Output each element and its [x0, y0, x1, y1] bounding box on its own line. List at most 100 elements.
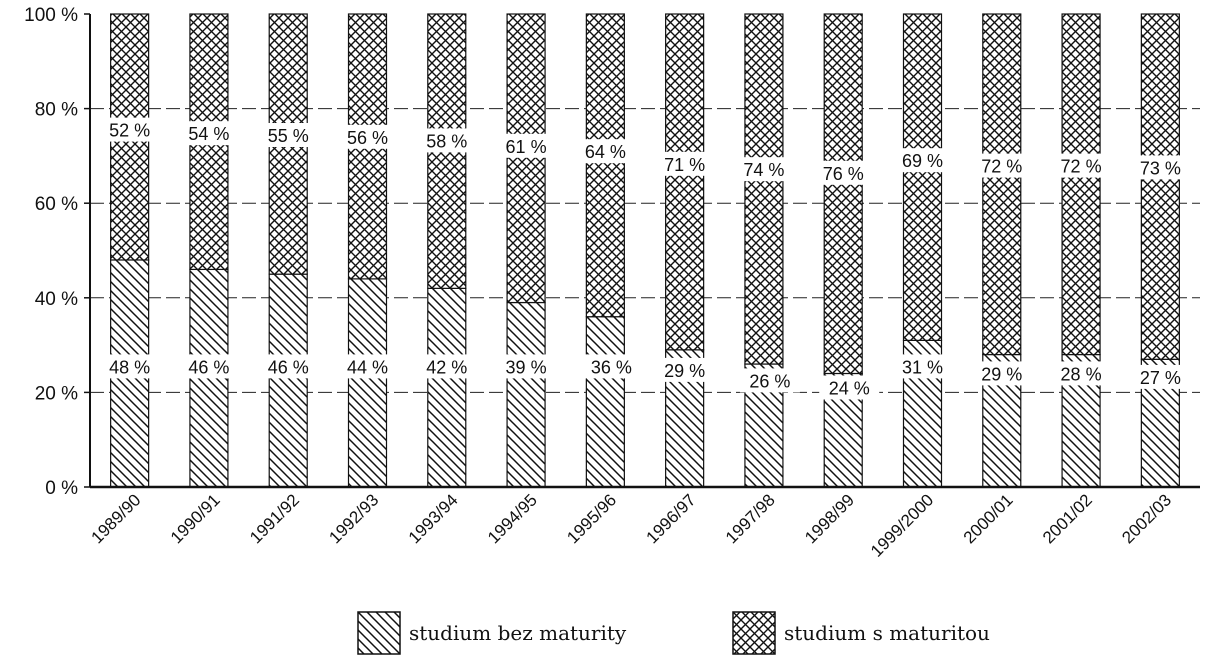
x-tick-label: 1993/94	[405, 490, 462, 547]
data-label-bez-maturity: 29 %	[664, 361, 705, 381]
data-label-bez-maturity: 44 %	[347, 357, 388, 377]
data-label-bez-maturity: 27 %	[1140, 368, 1181, 388]
data-label-bg	[654, 357, 715, 382]
x-tick-label: 1997/98	[722, 490, 779, 547]
stacked-bar-chart: 0 %20 %40 %60 %80 %100 % 1989/90 1990/91 1…	[24, 5, 1200, 561]
data-label-bg	[416, 354, 477, 379]
data-label-bg	[971, 361, 1032, 386]
data-label-bez-maturity: 28 %	[1061, 364, 1102, 384]
data-label-s-maturitou: 73 %	[1140, 158, 1181, 178]
x-tick-label: 1990/91	[167, 490, 224, 547]
data-label-s-maturitou: 74 %	[743, 160, 784, 180]
data-label-bez-maturity: 46 %	[268, 357, 309, 377]
data-label-bg	[416, 128, 477, 153]
data-label-bg	[1130, 155, 1191, 180]
data-label-bg	[337, 354, 398, 379]
data-label-bg	[733, 157, 794, 182]
data-label-bg	[496, 354, 557, 379]
data-label-bg	[739, 368, 800, 393]
x-axis-ticks: 1989/90 1990/91 1991/92 1992/93 1993/94 1994/…	[88, 490, 1176, 560]
data-label-bez-maturity: 26 %	[749, 371, 790, 391]
data-labels: 48 % 52 % 46 % 54 % 46 % 55 % 44 % 56 % 42 % 58 %…	[99, 117, 1191, 400]
data-label-s-maturitou: 54 %	[188, 124, 229, 144]
data-label-bg	[99, 354, 160, 379]
bar-segment-s-maturitou	[665, 13, 705, 351]
axes	[84, 13, 1200, 489]
legend-label-s-maturitou: studium s maturitou	[784, 621, 990, 645]
gridlines	[90, 108, 1200, 393]
legend-item-s-maturitou: studium s maturitou	[732, 611, 990, 655]
data-label-bez-maturity: 36 %	[591, 357, 632, 377]
data-label-s-maturitou: 72 %	[1061, 157, 1102, 177]
data-label-s-maturitou: 58 %	[426, 131, 467, 151]
x-tick-label: 1999/2000	[867, 490, 937, 560]
data-label-bg	[575, 139, 636, 164]
bar-segment-bez-maturity	[585, 316, 625, 488]
x-tick-label: 2002/03	[1118, 490, 1175, 547]
data-label-s-maturitou: 61 %	[506, 137, 547, 157]
data-label-s-maturitou: 71 %	[664, 155, 705, 175]
cross-hatch-swatch-icon	[732, 611, 776, 655]
y-tick-label: 0 %	[45, 478, 78, 499]
data-label-bez-maturity: 48 %	[109, 357, 150, 377]
data-label-bg	[99, 117, 160, 142]
y-axis-ticks: 0 % 20 % 40 % 60 % 80 % 100 %	[24, 5, 78, 499]
bar-segment-s-maturitou	[506, 13, 546, 304]
bars	[110, 13, 1180, 488]
data-label-bez-maturity: 24 %	[829, 378, 870, 398]
data-label-bez-maturity: 29 %	[981, 364, 1022, 384]
x-tick-label: 1998/99	[801, 490, 858, 547]
bar-segment-s-maturitou	[902, 13, 943, 341]
data-label-bg	[581, 354, 642, 379]
bar-segment-s-maturitou	[1140, 13, 1180, 360]
data-label-bg	[654, 151, 715, 176]
x-tick-label: 1996/97	[643, 490, 700, 547]
data-label-bg	[178, 354, 239, 379]
bar-segment-s-maturitou	[982, 13, 1022, 356]
legend: studium bez maturity studium s maturitou	[0, 611, 1210, 655]
data-label-bg	[1051, 361, 1112, 386]
x-tick-label: 2001/02	[1039, 490, 1096, 547]
bar-segment-s-maturitou	[744, 13, 784, 365]
x-tick-label: 1992/93	[325, 490, 382, 547]
y-tick-label: 20 %	[35, 383, 78, 404]
bar-segment-s-maturitou	[1061, 13, 1101, 356]
legend-item-bez-maturity: studium bez maturity	[357, 611, 626, 655]
data-label-bg	[178, 121, 239, 146]
data-label-s-maturitou: 55 %	[268, 126, 309, 146]
data-label-bg	[1051, 153, 1112, 178]
data-label-bg	[892, 148, 953, 173]
data-label-bez-maturity: 42 %	[426, 357, 467, 377]
data-label-bez-maturity: 31 %	[902, 357, 943, 377]
bar-segment-bez-maturity	[427, 287, 467, 488]
y-tick-label: 100 %	[24, 5, 78, 26]
data-label-bez-maturity: 46 %	[188, 357, 229, 377]
bar-segment-bez-maturity	[268, 273, 308, 488]
data-label-bg	[496, 133, 557, 158]
x-tick-label: 1991/92	[246, 490, 303, 547]
diagonal-hatch-swatch-icon	[357, 611, 401, 655]
bar-segment-bez-maturity	[347, 278, 388, 488]
data-label-bg	[1130, 364, 1191, 389]
data-label-bg	[258, 123, 319, 147]
data-label-bg	[892, 354, 953, 379]
data-label-bg	[971, 153, 1032, 178]
data-label-bg	[819, 375, 880, 400]
x-tick-label: 1995/96	[563, 490, 620, 547]
data-label-bez-maturity: 39 %	[506, 357, 547, 377]
data-label-bg	[258, 354, 319, 379]
x-tick-label: 1994/95	[484, 490, 541, 547]
x-tick-label: 1989/90	[88, 490, 145, 547]
bar-segment-s-maturitou	[823, 13, 863, 375]
data-label-s-maturitou: 52 %	[109, 121, 150, 141]
data-label-bg	[337, 124, 398, 149]
legend-label-bez-maturity: studium bez maturity	[409, 621, 627, 645]
data-label-bg	[813, 160, 874, 185]
y-tick-label: 60 %	[35, 194, 78, 215]
data-label-s-maturitou: 64 %	[585, 142, 626, 162]
bar-segment-s-maturitou	[585, 13, 625, 318]
data-label-s-maturitou: 76 %	[823, 164, 864, 184]
data-label-s-maturitou: 72 %	[981, 157, 1022, 177]
x-tick-label: 2000/01	[960, 490, 1017, 547]
y-tick-label: 40 %	[35, 289, 78, 310]
